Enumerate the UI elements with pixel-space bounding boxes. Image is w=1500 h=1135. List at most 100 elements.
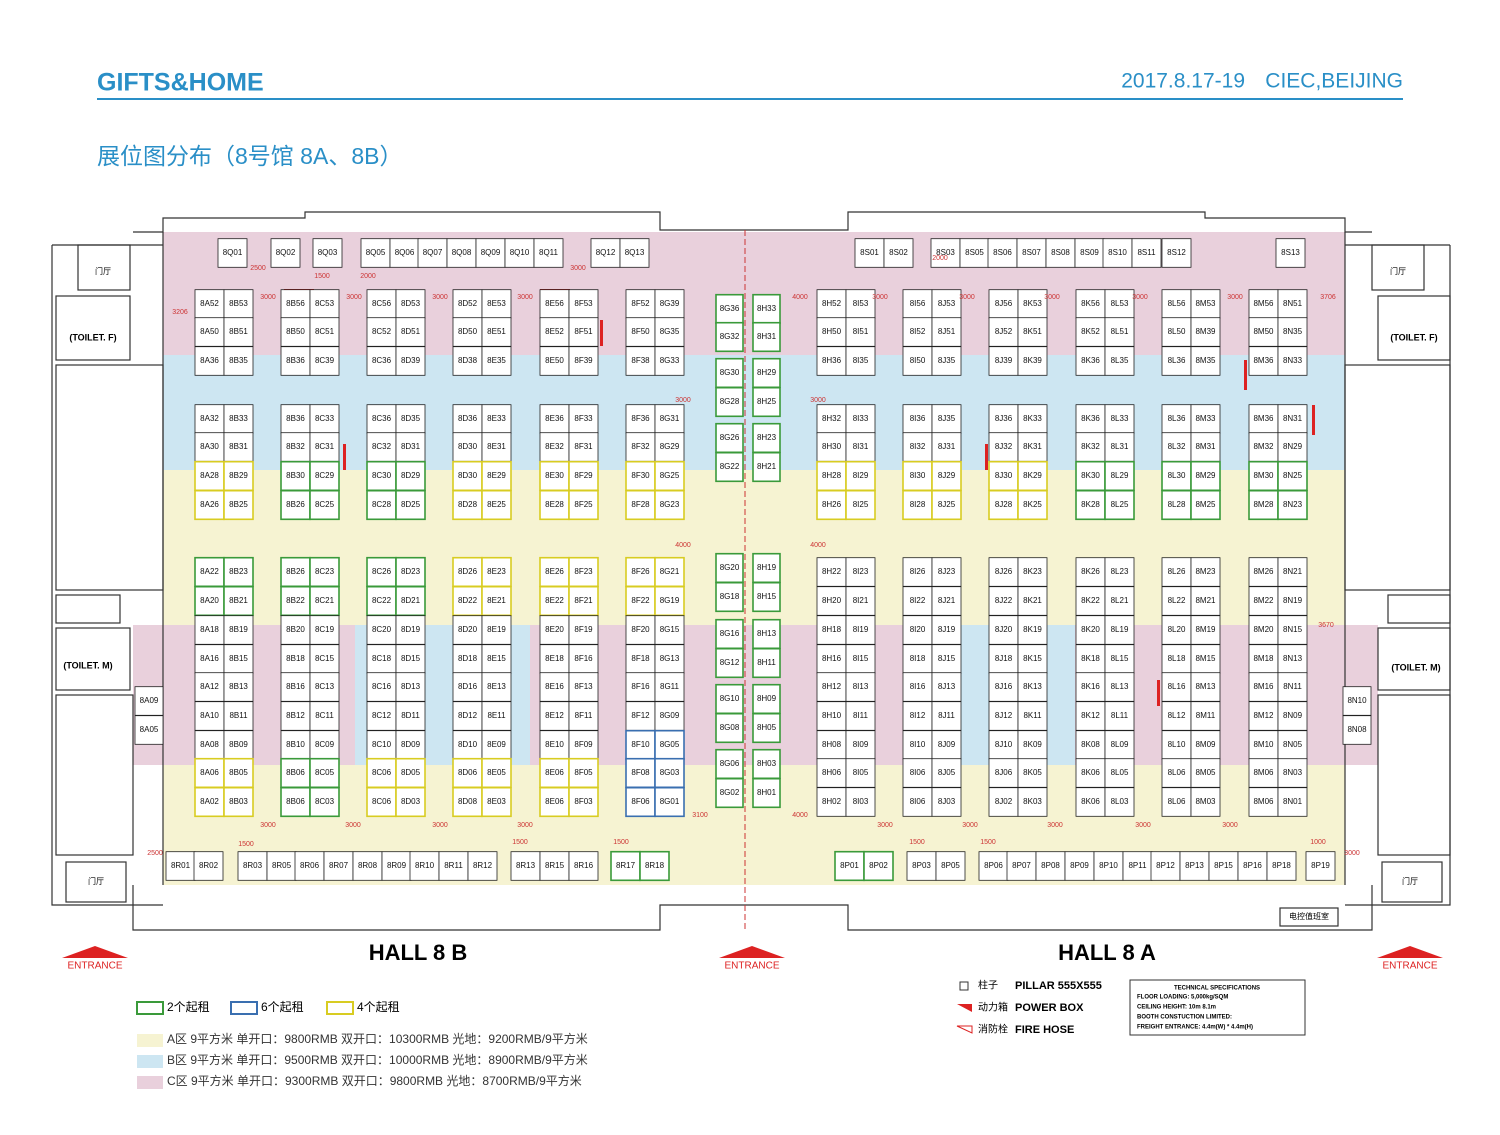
booth (395, 489, 426, 521)
booth (931, 489, 962, 521)
booth-label: 8D36 (458, 414, 478, 423)
booth-label: 8D35 (401, 414, 421, 423)
booth-label: 8K36 (1081, 356, 1100, 365)
booth (395, 585, 426, 617)
booth-label: 8B05 (229, 768, 248, 777)
booth-label: 8F32 (631, 442, 650, 451)
booth-label: 8H30 (822, 442, 842, 451)
booth-label: 8L31 (1111, 442, 1129, 451)
booth-label: 8M09 (1195, 740, 1216, 749)
booth (395, 701, 426, 731)
booth-label: 8I35 (853, 356, 869, 365)
booth (988, 672, 1019, 702)
booth-label: 8N35 (1283, 327, 1303, 336)
booth-label: 8F33 (574, 414, 593, 423)
fire-hose-icon (956, 1025, 973, 1034)
booth-label: 8J31 (938, 442, 956, 451)
booth-label: 8F13 (574, 682, 593, 691)
dimension-label: 4000 (792, 294, 808, 301)
booth-label: 8K09 (1023, 740, 1042, 749)
booth (533, 238, 564, 268)
booth-label: 8D26 (458, 567, 478, 576)
booth (1017, 758, 1048, 788)
booth-label: 8M30 (1253, 471, 1274, 480)
booth (1248, 289, 1279, 319)
booth (223, 701, 254, 731)
booth (715, 451, 744, 483)
booth (1248, 758, 1279, 788)
booth (902, 787, 933, 817)
booth-label: 8B36 (286, 356, 305, 365)
dimension-label: 2500 (147, 850, 163, 857)
booth (715, 321, 744, 353)
booth-label: 8A28 (200, 471, 219, 480)
booth-label: 8M56 (1253, 299, 1274, 308)
booth (193, 851, 224, 881)
booth (1305, 851, 1336, 881)
booth-label: 8B03 (229, 797, 248, 806)
pillar-icon (959, 981, 969, 991)
booth (568, 585, 599, 617)
specs-line: FLOOR LOADING: 5,000kg/SQM (1137, 995, 1228, 1001)
booth (1104, 346, 1135, 376)
booth-label: 8K11 (1023, 711, 1042, 720)
booth (1277, 615, 1308, 645)
booth (1075, 586, 1106, 616)
booth (366, 615, 397, 645)
booth-label: 8M50 (1253, 327, 1274, 336)
booth (309, 556, 340, 588)
booth (481, 404, 512, 434)
booth (639, 850, 670, 882)
booth (309, 460, 340, 492)
booth-label: 8A22 (200, 567, 219, 576)
booth (381, 851, 412, 881)
booth-label: 8J18 (995, 654, 1013, 663)
booth (988, 289, 1019, 319)
booth-label: 8E13 (487, 682, 506, 691)
booth (395, 432, 426, 462)
booth (931, 317, 962, 347)
booth (446, 238, 477, 268)
booth (987, 238, 1018, 268)
booth-label: 8F39 (574, 356, 593, 365)
booth (366, 556, 397, 588)
booth (816, 758, 847, 788)
booth-label: 8F05 (574, 768, 593, 777)
booth-label: 8G06 (720, 759, 740, 768)
booth-label: 8G21 (660, 567, 680, 576)
booth (715, 618, 744, 650)
booth-label: 8G05 (660, 740, 680, 749)
booth-label: 8J25 (938, 500, 956, 509)
booth (988, 701, 1019, 731)
booth-label: 8F53 (574, 299, 593, 308)
booth-label: 8D52 (458, 299, 478, 308)
booth-label: 8H05 (757, 723, 777, 732)
booth-label: 8Q10 (510, 248, 530, 257)
booth-label: 8F06 (631, 797, 650, 806)
booth (539, 615, 570, 645)
dimension-label: 3000 (432, 822, 448, 829)
booth-label: 8I33 (853, 414, 869, 423)
booth-label: 8L28 (1168, 500, 1186, 509)
booth-label: 8L09 (1111, 740, 1129, 749)
booth-label: 8B18 (286, 654, 305, 663)
booth-label: 8R09 (387, 861, 407, 870)
booth-label: 8D09 (401, 740, 421, 749)
booth (752, 293, 781, 325)
booth-label: 8D21 (401, 596, 421, 605)
booth-label: 8D10 (458, 740, 478, 749)
booth-label: 8I12 (910, 711, 926, 720)
dimension-label: 4000 (810, 542, 826, 549)
booth (223, 644, 254, 674)
booth-label: 8L21 (1111, 596, 1129, 605)
booth-label: 8P19 (1311, 861, 1330, 870)
dimension-label: 3706 (1320, 294, 1336, 301)
booth (931, 460, 962, 492)
booth (816, 615, 847, 645)
booth-label: 8I30 (910, 471, 926, 480)
venue: CIEC,BEIJING (1265, 70, 1403, 93)
booth (395, 615, 426, 645)
booth-label: 8L35 (1111, 356, 1129, 365)
booth-label: 8H29 (757, 368, 777, 377)
booth (194, 317, 225, 347)
